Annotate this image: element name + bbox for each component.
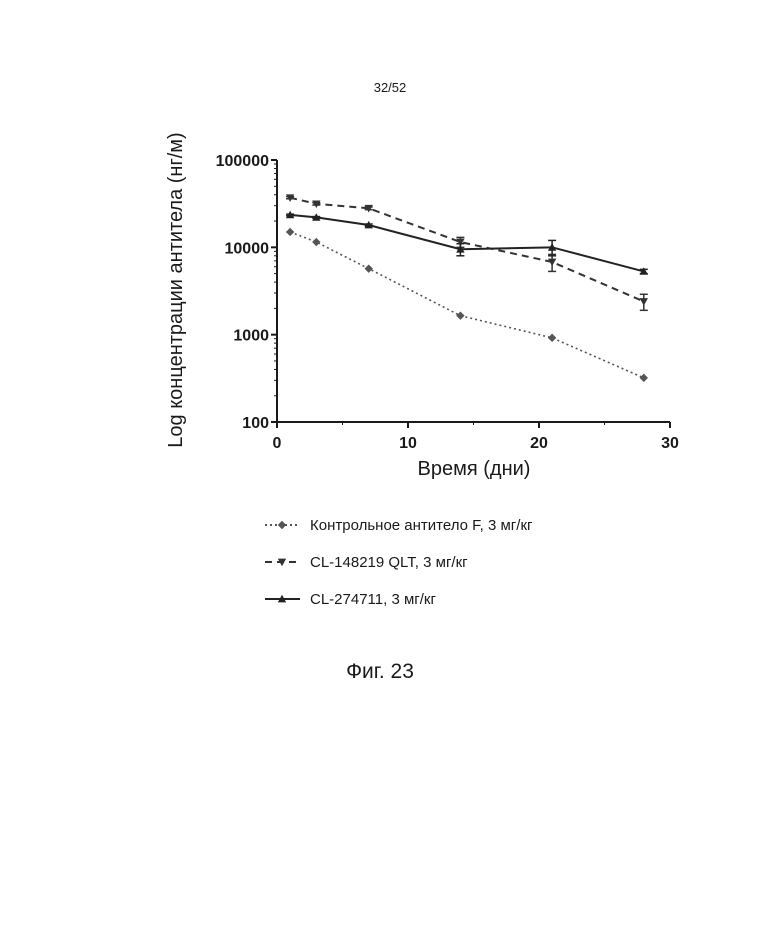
y-tick-label: 100000: [216, 153, 269, 170]
y-axis-title: Log концентрации антитела (нг/м): [165, 132, 187, 447]
x-tick-label: 30: [661, 435, 679, 452]
data-point: [365, 264, 373, 272]
x-tick-label: 20: [530, 435, 548, 452]
plot-area: [286, 194, 648, 382]
legend-item-2: CL-148219 QLT, 3 мг/кг: [265, 554, 468, 571]
data-point: [456, 311, 464, 319]
y-tick-label: 1000: [233, 328, 269, 345]
data-point: [548, 334, 556, 342]
chart: 100 1000 10000 100000 0 10 20 30 Log концентрац…: [0, 0, 780, 942]
x-tick-label: 0: [273, 435, 282, 452]
legend-item-3: CL-274711, 3 мг/кг: [265, 591, 436, 608]
figure-caption: Фиг. 23: [0, 660, 760, 684]
data-point: [640, 298, 648, 306]
legend-marker: [278, 521, 286, 529]
x-axis-title: Время (дни): [418, 458, 531, 480]
series-2: [286, 194, 648, 310]
y-tick-label: 100: [242, 415, 269, 432]
axes: 100 1000 10000 100000 0 10 20 30: [216, 153, 679, 452]
data-point: [640, 374, 648, 382]
y-tick-label: 10000: [225, 240, 270, 257]
series-line: [290, 232, 644, 378]
legend-label: CL-274711, 3 мг/кг: [310, 591, 436, 608]
data-point: [286, 228, 294, 236]
legend-item-1: Контрольное антитело F, 3 мг/кг: [265, 517, 533, 534]
data-point: [312, 238, 320, 246]
legend-label: CL-148219 QLT, 3 мг/кг: [310, 554, 468, 571]
data-point: [548, 259, 556, 267]
series-1: [286, 228, 648, 382]
legend: Контрольное антитело F, 3 мг/кг CL-148219…: [265, 517, 533, 608]
legend-label: Контрольное антитело F, 3 мг/кг: [310, 517, 533, 534]
x-tick-label: 10: [399, 435, 417, 452]
